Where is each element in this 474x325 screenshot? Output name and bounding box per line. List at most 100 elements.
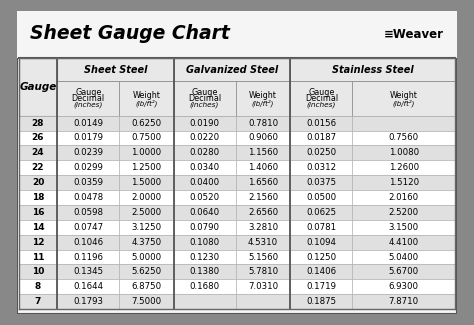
Bar [353,190,455,205]
Text: 7: 7 [35,297,41,306]
Text: 2.0000: 2.0000 [131,193,162,202]
Text: 1.2600: 1.2600 [389,163,419,172]
Bar [119,160,173,175]
Bar [173,116,236,131]
Bar [57,279,119,294]
Bar [119,235,173,250]
Text: 22: 22 [32,163,44,172]
Bar [57,160,119,175]
Text: 28: 28 [32,119,44,128]
Text: 1.0000: 1.0000 [131,148,162,157]
Text: 2.6560: 2.6560 [248,208,278,217]
Text: 3.2810: 3.2810 [248,223,278,232]
Text: 0.0640: 0.0640 [190,208,219,217]
Text: Decimal: Decimal [72,94,105,103]
Bar [236,160,291,175]
Bar [119,116,173,131]
Text: 0.0781: 0.0781 [306,223,337,232]
Bar [57,58,173,81]
Text: Sheet Gauge Chart: Sheet Gauge Chart [30,24,230,43]
Text: ≡Weaver: ≡Weaver [384,28,444,41]
Text: 11: 11 [32,253,44,262]
Text: 0.6250: 0.6250 [131,119,162,128]
Bar [236,250,291,265]
Bar [236,220,291,235]
Bar [173,131,236,145]
Bar [353,294,455,309]
Text: 0.7500: 0.7500 [131,134,162,142]
Text: Gauge: Gauge [19,82,56,92]
Text: 12: 12 [32,238,44,247]
Bar [173,220,236,235]
Text: 5.0000: 5.0000 [131,253,162,262]
Text: Gauge: Gauge [308,88,335,97]
Text: 0.1094: 0.1094 [306,238,337,247]
Text: 24: 24 [32,148,44,157]
Bar [119,131,173,145]
Text: 0.0280: 0.0280 [190,148,219,157]
Bar [57,205,119,220]
Bar [57,294,119,309]
Text: 0.0299: 0.0299 [73,163,103,172]
Text: 16: 16 [32,208,44,217]
Bar [119,220,173,235]
Bar [291,81,353,116]
Bar [291,250,353,265]
Bar [353,81,455,116]
Bar [19,250,57,265]
Bar [173,205,236,220]
Bar [291,294,353,309]
Text: 0.0179: 0.0179 [73,134,103,142]
Bar [353,235,455,250]
Text: 0.1406: 0.1406 [306,267,337,276]
Text: 4.5310: 4.5310 [248,238,278,247]
Bar [119,81,173,116]
Bar [353,265,455,279]
Bar [57,145,119,160]
Bar [19,220,57,235]
Text: 1.5120: 1.5120 [389,178,419,187]
Bar [19,58,57,116]
Text: 0.0187: 0.0187 [306,134,337,142]
Text: 5.6700: 5.6700 [389,267,419,276]
Text: 0.0149: 0.0149 [73,119,103,128]
Text: 1.6560: 1.6560 [248,178,278,187]
Bar [57,235,119,250]
Text: 0.1380: 0.1380 [190,267,219,276]
Bar [291,190,353,205]
Bar [173,265,236,279]
Text: 0.1046: 0.1046 [73,238,103,247]
Text: 8: 8 [35,282,41,291]
Text: 0.0340: 0.0340 [190,163,219,172]
Bar [173,235,236,250]
Bar [291,220,353,235]
Text: Weight: Weight [132,91,160,100]
Bar [19,145,57,160]
Bar [236,81,291,116]
Text: 0.0220: 0.0220 [190,134,219,142]
Bar [19,160,57,175]
Bar [119,279,173,294]
Text: 0.0520: 0.0520 [190,193,219,202]
Bar [119,250,173,265]
Bar [291,265,353,279]
Text: 0.1644: 0.1644 [73,282,103,291]
Text: 0.7810: 0.7810 [248,119,278,128]
Text: 14: 14 [32,223,44,232]
Bar [19,116,57,131]
Bar [236,145,291,160]
Bar [236,235,291,250]
Text: Weight: Weight [390,91,418,100]
Bar [291,235,353,250]
Bar [19,58,57,81]
Text: Weight: Weight [249,91,277,100]
Bar [291,175,353,190]
Bar [173,58,291,81]
Text: 18: 18 [32,193,44,202]
Bar [236,294,291,309]
Text: 7.0310: 7.0310 [248,282,278,291]
Bar [173,190,236,205]
Text: 0.0156: 0.0156 [306,119,337,128]
Text: 0.0250: 0.0250 [306,148,337,157]
Bar [17,11,457,58]
